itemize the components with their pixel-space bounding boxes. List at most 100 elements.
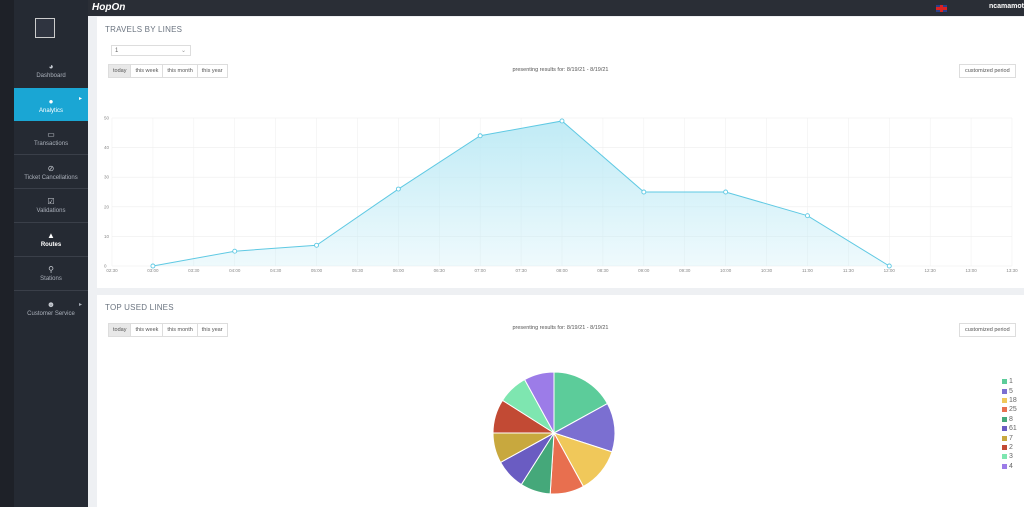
legend-label: 5 <box>1009 387 1013 395</box>
period-year-button[interactable]: this year <box>196 64 228 78</box>
area-fill <box>152 120 890 267</box>
x-tick-label: 07:00 <box>475 268 487 273</box>
info-circle-icon: ● <box>48 97 54 106</box>
x-tick-label: 12:30 <box>925 268 937 273</box>
check-square-icon: ☑ <box>47 197 55 206</box>
period-buttons: today this week this month this year <box>108 323 228 337</box>
y-tick-label: 20 <box>104 204 110 209</box>
y-tick-label: 40 <box>104 145 110 150</box>
period-buttons: today this week this month this year <box>108 64 228 78</box>
data-point <box>886 263 892 269</box>
uk-flag-icon[interactable] <box>936 5 947 12</box>
period-year-button[interactable]: this year <box>196 323 228 337</box>
legend-item[interactable]: 25 <box>1002 405 1017 414</box>
x-tick-label: 11:30 <box>843 268 854 273</box>
pie-slice <box>523 371 555 434</box>
presenting-text: presenting results for: 8/19/21 - 8/19/2… <box>512 67 609 73</box>
sidebar-item-ticket-cancellations[interactable]: ⊘ Ticket Cancellations <box>14 164 88 184</box>
data-point <box>150 263 156 269</box>
data-point <box>805 213 810 219</box>
x-tick-label: 06:30 <box>434 268 446 273</box>
sidebar-item-dashboard[interactable]: ◕ Dashboard <box>14 62 88 84</box>
customized-period-button[interactable]: customized period <box>959 64 1016 78</box>
sidebar-item-transactions[interactable]: ▭ Transactions <box>14 130 88 150</box>
legend-item[interactable]: 18 <box>1002 396 1017 405</box>
x-tick-label: 08:00 <box>556 268 568 273</box>
legend-swatch <box>1002 454 1007 460</box>
x-tick-label: 10:00 <box>720 268 732 273</box>
legend-swatch <box>1002 388 1007 394</box>
x-tick-label: 03:00 <box>147 268 159 273</box>
pie-slice <box>553 371 609 434</box>
y-tick-label: 0 <box>104 264 107 269</box>
legend-label: 1 <box>1009 378 1013 386</box>
legend-item[interactable]: 4 <box>1002 462 1017 471</box>
x-tick-label: 04:30 <box>270 268 282 273</box>
legend-item[interactable]: 61 <box>1002 424 1017 433</box>
legend-swatch <box>1002 426 1007 432</box>
series-line <box>152 120 890 267</box>
sidebar-item-customer-service[interactable]: ☻ Customer Service ▸ <box>14 300 88 322</box>
legend-label: 4 <box>1009 462 1013 470</box>
x-tick-label: 06:00 <box>393 268 405 273</box>
period-week-button[interactable]: this week <box>130 64 164 78</box>
logo-placeholder <box>35 18 55 38</box>
chevron-right-icon: ▸ <box>78 302 82 308</box>
period-month-button[interactable]: this month <box>162 323 198 337</box>
users-icon: ☻ <box>46 300 56 309</box>
x-tick-label: 11:00 <box>802 268 813 273</box>
legend-item[interactable]: 3 <box>1002 452 1017 461</box>
legend-item[interactable]: 5 <box>1002 386 1017 395</box>
x-tick-label: 05:00 <box>311 268 323 273</box>
legend-label: 8 <box>1009 415 1013 423</box>
legend-swatch <box>1002 416 1007 422</box>
x-tick-label: 13:00 <box>965 268 977 273</box>
travels-area-chart: 0 10 20 30 40 50 02:30 03:00 03:30 04:00 04:30 05:0… <box>104 116 1018 274</box>
legend-swatch <box>1002 407 1007 413</box>
legend-label: 2 <box>1009 443 1013 451</box>
panel-title: TRAVELS BY LINES <box>105 25 183 34</box>
top-used-lines-panel: TOP USED LINES today this week this mont… <box>97 295 1024 507</box>
sidebar-item-routes[interactable]: ▲ Routes <box>14 231 88 251</box>
card-icon: ▭ <box>47 130 55 139</box>
x-tick-label: 05:30 <box>352 268 364 273</box>
legend-label: 61 <box>1009 425 1017 433</box>
customized-period-button[interactable]: customized period <box>959 323 1016 337</box>
legend-swatch <box>1002 463 1007 469</box>
presenting-text: presenting results for: 8/19/21 - 8/19/2… <box>512 325 609 331</box>
legend-swatch <box>1002 379 1007 385</box>
x-tick-label: 08:30 <box>597 268 609 273</box>
user-name[interactable]: ncamamot <box>989 3 1024 10</box>
legend-item[interactable]: 7 <box>1002 433 1017 442</box>
legend-swatch <box>1002 397 1007 403</box>
panel-title: TOP USED LINES <box>105 303 174 312</box>
y-tick-label: 50 <box>104 116 110 121</box>
legend-label: 3 <box>1009 453 1013 461</box>
legend-item[interactable]: 2 <box>1002 443 1017 452</box>
data-point <box>559 118 565 124</box>
chevron-down-icon: ⌄ <box>180 48 186 54</box>
data-point <box>477 133 483 139</box>
road-icon: ▲ <box>47 231 55 240</box>
data-point <box>395 186 401 192</box>
legend-item[interactable]: 8 <box>1002 415 1017 424</box>
sidebar-item-analytics[interactable]: ● Analytics ▸ <box>14 88 88 121</box>
x-tick-label: 09:30 <box>679 268 691 273</box>
x-tick-label: 04:00 <box>229 268 241 273</box>
dashboard-gauge-icon: ◕ <box>48 62 54 71</box>
sidebar-item-validations[interactable]: ☑ Validations <box>14 197 88 217</box>
cancel-circle-icon: ⊘ <box>47 164 55 173</box>
x-tick-label: 13:30 <box>1006 268 1018 273</box>
legend-item[interactable]: 1 <box>1002 377 1017 386</box>
x-tick-label: 12:00 <box>884 268 896 273</box>
data-point <box>723 189 729 195</box>
brand-logo: HopOn <box>92 2 126 13</box>
sidebar-item-stations[interactable]: ⚲ Stations <box>14 265 88 285</box>
legend-label: 18 <box>1009 396 1017 404</box>
x-tick-label: 02:30 <box>106 268 118 273</box>
y-tick-label: 30 <box>104 175 110 180</box>
x-tick-label: 10:30 <box>761 268 773 273</box>
legend-label: 25 <box>1009 406 1017 414</box>
legend-label: 7 <box>1009 434 1013 442</box>
line-select[interactable]: 1 ⌄ <box>111 45 191 56</box>
